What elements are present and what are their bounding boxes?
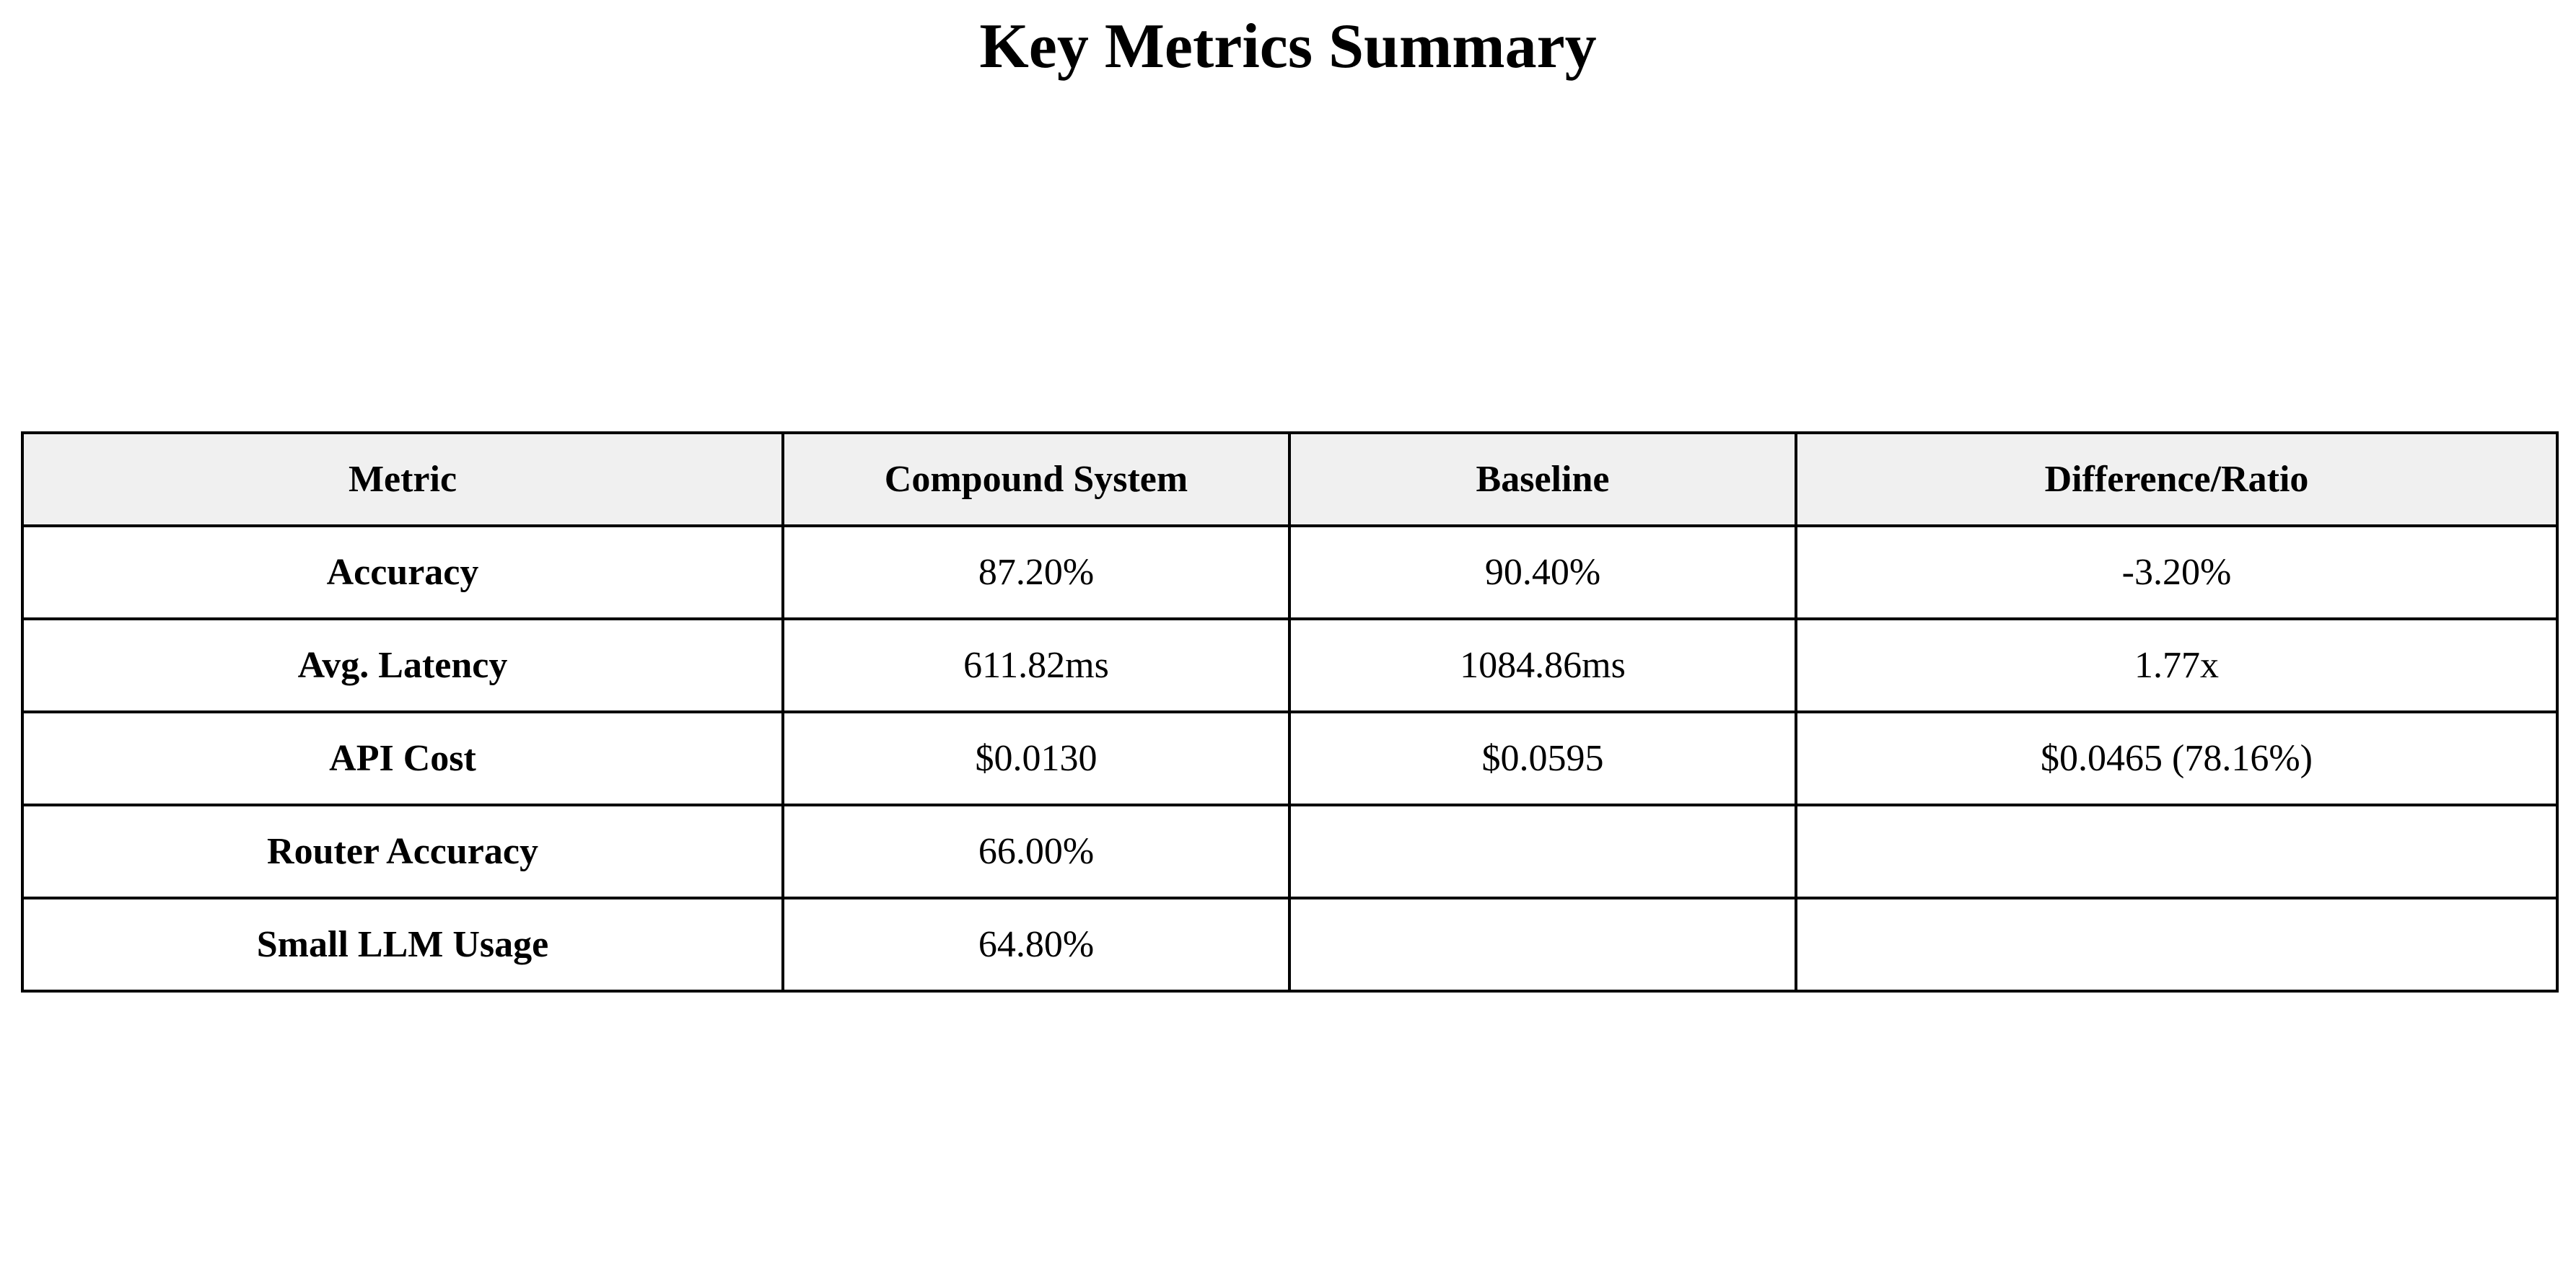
table-title: Key Metrics Summary xyxy=(979,12,1597,82)
table-row: Small LLM Usage 64.80% xyxy=(21,897,2559,993)
metric-name-cell: Small LLM Usage xyxy=(21,897,784,993)
difference-ratio-cell: 1.77x xyxy=(1795,617,2559,713)
baseline-cell xyxy=(1288,897,1797,993)
metric-name-cell: Accuracy xyxy=(21,524,784,620)
baseline-cell: $0.0595 xyxy=(1288,710,1797,806)
compound-system-cell: 611.82ms xyxy=(781,617,1291,713)
table-row: Accuracy 87.20% 90.40% -3.20% xyxy=(21,524,2559,620)
metric-name-cell: Router Accuracy xyxy=(21,804,784,899)
metric-name-cell: Avg. Latency xyxy=(21,617,784,713)
baseline-cell xyxy=(1288,804,1797,899)
compound-system-cell: 64.80% xyxy=(781,897,1291,993)
column-header-difference-ratio: Difference/Ratio xyxy=(1795,431,2559,527)
column-header-baseline: Baseline xyxy=(1288,431,1797,527)
metrics-table: Metric Compound System Baseline Differen… xyxy=(21,431,2559,993)
compound-system-cell: 66.00% xyxy=(781,804,1291,899)
header-row: Metric Compound System Baseline Differen… xyxy=(21,431,2559,527)
table-row: API Cost $0.0130 $0.0595 $0.0465 (78.16%… xyxy=(21,710,2559,806)
table-row: Avg. Latency 611.82ms 1084.86ms 1.77x xyxy=(21,617,2559,713)
difference-ratio-cell: -3.20% xyxy=(1795,524,2559,620)
table-row: Router Accuracy 66.00% xyxy=(21,804,2559,899)
compound-system-cell: 87.20% xyxy=(781,524,1291,620)
baseline-cell: 90.40% xyxy=(1288,524,1797,620)
difference-ratio-cell: $0.0465 (78.16%) xyxy=(1795,710,2559,806)
baseline-cell: 1084.86ms xyxy=(1288,617,1797,713)
difference-ratio-cell xyxy=(1795,897,2559,993)
column-header-metric: Metric xyxy=(21,431,784,527)
column-header-compound-system: Compound System xyxy=(781,431,1291,527)
compound-system-cell: $0.0130 xyxy=(781,710,1291,806)
difference-ratio-cell xyxy=(1795,804,2559,899)
metric-name-cell: API Cost xyxy=(21,710,784,806)
